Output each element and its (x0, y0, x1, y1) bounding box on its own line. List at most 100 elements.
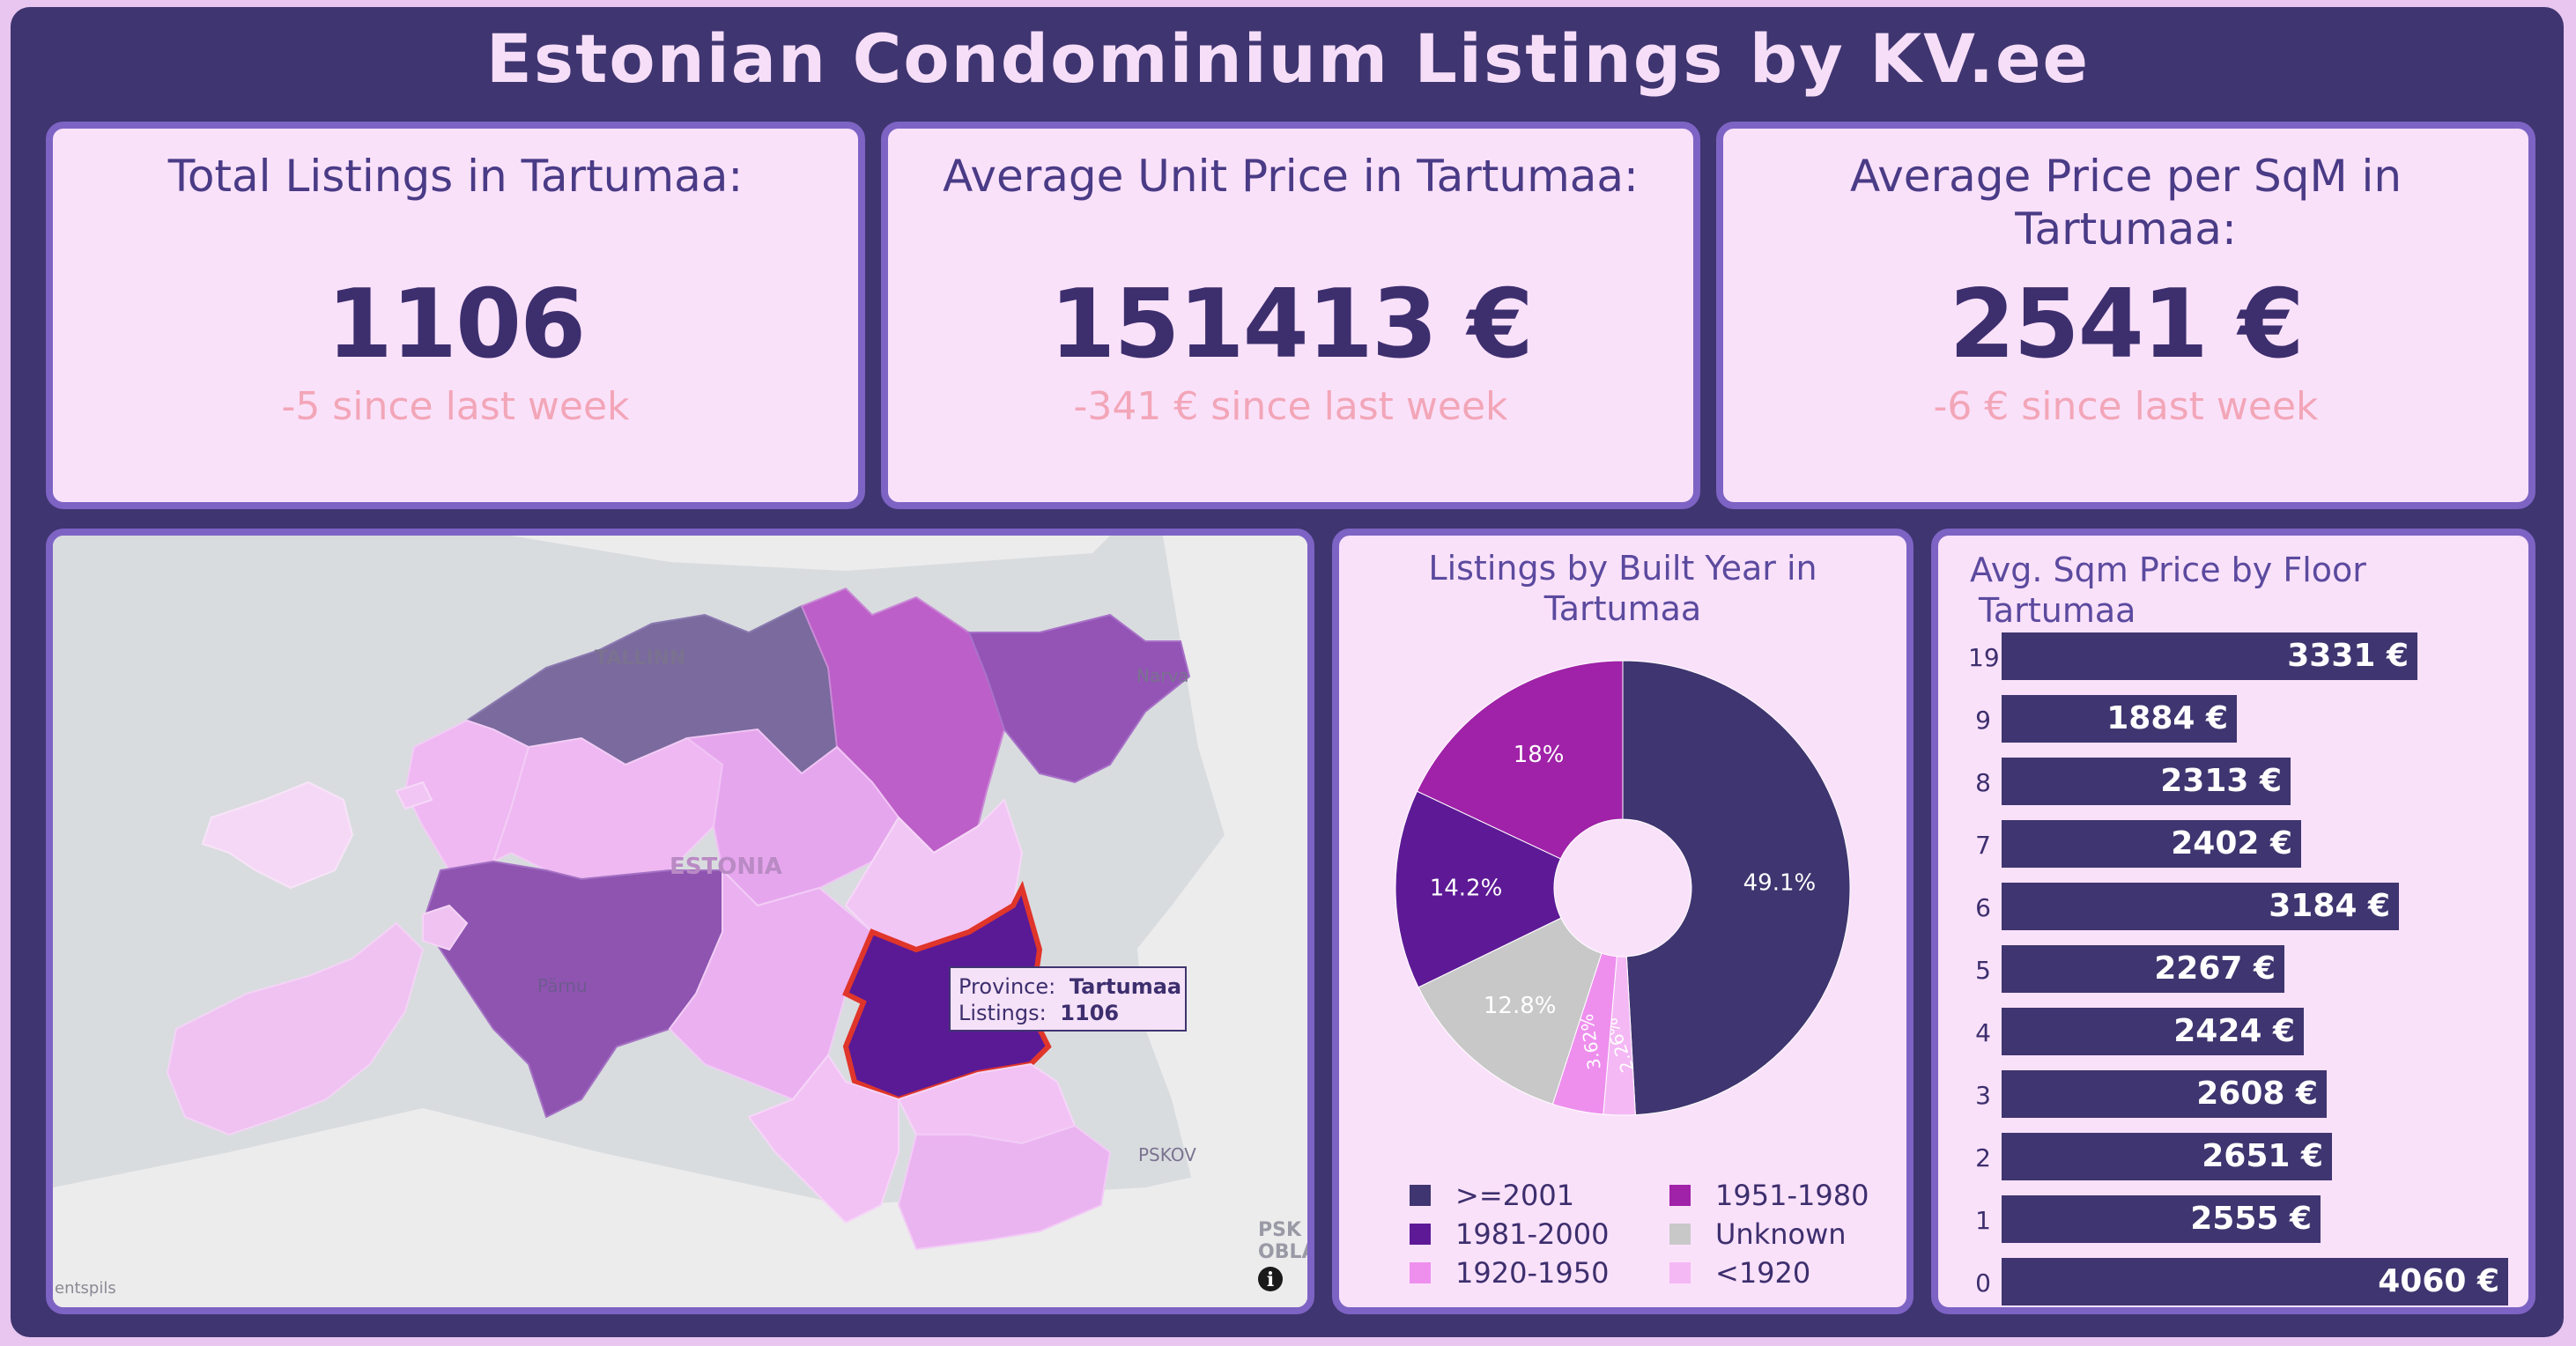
bar-category-label: 9 (1975, 706, 1991, 735)
bar-value-label: 3331 € (2287, 638, 2409, 674)
region-tartumaa[interactable] (842, 880, 1052, 1103)
bar-category-label: 6 (1975, 893, 1991, 922)
bar-floor-1[interactable]: 2555 € (2002, 1195, 2321, 1243)
bar-row: 9 1884 € (1938, 695, 2528, 743)
legend-item[interactable]: >=2001 (1410, 1179, 1643, 1212)
region-ida-virumaa[interactable] (967, 613, 1191, 784)
bar-floor-7[interactable]: 2402 € (2002, 820, 2301, 868)
map-label-tallinn: TALLINN (595, 647, 685, 669)
bar-floor-6[interactable]: 3184 € (2002, 883, 2399, 930)
region-saaremaa[interactable] (166, 921, 425, 1136)
choropleth-map[interactable]: TALLINN Narva ESTONIA Pärnu PSKOV PSK OB… (53, 536, 1307, 1307)
bar-floor-5[interactable]: 2267 € (2002, 945, 2284, 993)
bar-row: 3 2608 € (1938, 1070, 2528, 1118)
legend-swatch (1410, 1224, 1431, 1245)
bar-floor-8[interactable]: 2313 € (2002, 758, 2291, 805)
kpi-delta: -341 € since last week (1073, 384, 1508, 429)
tooltip-listings-key: Listings: (959, 1001, 1047, 1025)
kpi-delta: -6 € since last week (1933, 384, 2319, 429)
bar-category-label: 3 (1975, 1081, 1991, 1110)
pie-legend: >=2001 1951-1980 1981-2000 Unknown 1920-… (1410, 1179, 1903, 1290)
legend-swatch (1669, 1224, 1691, 1245)
bar-value-label: 2555 € (2190, 1201, 2312, 1237)
pie-title-line1: Listings by Built Year in (1428, 549, 1817, 588)
bar-row: 4 2424 € (1938, 1008, 2528, 1055)
kpi-label: Average Price per SqM in Tartumaa: (1849, 151, 2402, 255)
pie-slice-1981-2000[interactable] (1395, 790, 1562, 988)
pie-card: Listings by Built Year in Tartumaa 49.1%… (1332, 529, 1913, 1314)
region-hiiumaa[interactable] (201, 780, 354, 890)
dashboard-title: Estonian Condominium Listings by KV.ee (485, 19, 2091, 98)
pie-slice-unknown[interactable] (1418, 917, 1603, 1106)
bar-value-label: 2651 € (2202, 1138, 2323, 1174)
tooltip-province-value: Tartumaa (1070, 974, 1181, 999)
bar-value-label: 4060 € (2378, 1263, 2499, 1299)
legend-item[interactable]: 1920-1950 (1410, 1256, 1643, 1290)
region-vorumaa[interactable] (897, 1124, 1112, 1251)
region-vormsi[interactable] (395, 780, 433, 810)
bar-row: 1 2555 € (1938, 1195, 2528, 1243)
kpi-value: 151413 € (1049, 270, 1534, 380)
legend-item[interactable]: Unknown (1669, 1217, 1903, 1251)
info-icon[interactable]: i (1258, 1267, 1283, 1291)
map-tooltip: Province: Tartumaa Listings: 1106 (949, 966, 1187, 1032)
bar-category-label: 4 (1975, 1018, 1991, 1047)
kpi-label: Total Listings in Tartumaa: (167, 151, 744, 202)
bar-category-label: 7 (1975, 831, 1991, 860)
legend-item[interactable]: 1951-1980 (1669, 1179, 1903, 1212)
bar-value-label: 2608 € (2196, 1076, 2318, 1112)
map-card: TALLINN Narva ESTONIA Pärnu PSKOV PSK OB… (46, 529, 1314, 1314)
bar-row: 8 2313 € (1938, 758, 2528, 805)
legend-label: 1981-2000 (1455, 1217, 1610, 1251)
legend-swatch (1410, 1262, 1431, 1283)
bar-value-label: 1884 € (2106, 700, 2228, 736)
region-muhu[interactable] (422, 904, 469, 951)
kpi-card-total-listings: Total Listings in Tartumaa: 1106 -5 sinc… (46, 122, 865, 509)
legend-label: >=2001 (1455, 1179, 1575, 1212)
bar-floor-19[interactable]: 3331 € (2002, 632, 2417, 680)
bar-title-line1: Avg. Sqm Price by Floor (1970, 551, 2366, 589)
pie-slice-1951-1980[interactable] (1416, 660, 1624, 860)
kpi-delta: -5 since last week (281, 384, 630, 429)
pie-data-label: 49.1% (1743, 870, 1817, 897)
pie-data-label: 14.2% (1430, 876, 1503, 902)
land-latvia (53, 1108, 1307, 1307)
map-label-pskov: PSKOV (1138, 1144, 1196, 1165)
map-label-ventspils: entspils (55, 1279, 116, 1298)
pie-chart[interactable]: 49.1%2.26%3.62%12.8%14.2%18% (1339, 632, 1906, 1179)
bar-floor-3[interactable]: 2608 € (2002, 1070, 2327, 1118)
pie-data-label: 12.8% (1484, 993, 1557, 1019)
bar-floor-4[interactable]: 2424 € (2002, 1008, 2304, 1055)
bar-row: 0 4060 € (1938, 1258, 2528, 1305)
bar-value-label: 2313 € (2160, 763, 2282, 799)
bar-floor-2[interactable]: 2651 € (2002, 1133, 2332, 1180)
region-valgamaa[interactable] (747, 1054, 899, 1224)
bar-value-label: 2267 € (2154, 950, 2276, 987)
legend-swatch (1669, 1262, 1691, 1283)
bar-floor-0[interactable]: 4060 € (2002, 1258, 2508, 1305)
legend-item[interactable]: 1981-2000 (1410, 1217, 1643, 1251)
legend-item[interactable]: <1920 (1669, 1256, 1903, 1290)
pie-slice--2001[interactable] (1622, 660, 1851, 1116)
bar-chart: 19 3331 €9 1884 €8 2313 €7 2402 €6 3184 €5 226… (1938, 632, 2528, 1311)
kpi-label: Average Unit Price in Tartumaa: (943, 151, 1639, 202)
bar-category-label: 2 (1975, 1143, 1991, 1172)
bar-value-label: 2424 € (2173, 1013, 2295, 1049)
svg-text:Province: Tartumaa: Province: Tartumaa (959, 974, 1181, 999)
bar-floor-9[interactable]: 1884 € (2002, 695, 2237, 743)
land-finland (511, 536, 1110, 571)
bar-category-label: 19 (1968, 643, 2000, 672)
bar-category-label: 1 (1975, 1206, 1991, 1235)
legend-label: 1920-1950 (1455, 1256, 1610, 1290)
kpi-value: 1106 (326, 270, 587, 380)
bar-row: 6 3184 € (1938, 883, 2528, 930)
pie-data-label: 18% (1514, 742, 1565, 768)
bar-category-label: 0 (1975, 1268, 1991, 1298)
svg-text:Listings: 1106: Listings: 1106 (959, 1001, 1119, 1025)
kpi-card-avg-unit-price: Average Unit Price in Tartumaa: 151413 €… (881, 122, 1700, 509)
kpi-value: 2541 € (1949, 270, 2304, 380)
legend-label: Unknown (1715, 1217, 1847, 1251)
legend-swatch (1669, 1185, 1691, 1206)
land-russia (1136, 536, 1307, 1205)
bar-row: 2 2651 € (1938, 1133, 2528, 1180)
